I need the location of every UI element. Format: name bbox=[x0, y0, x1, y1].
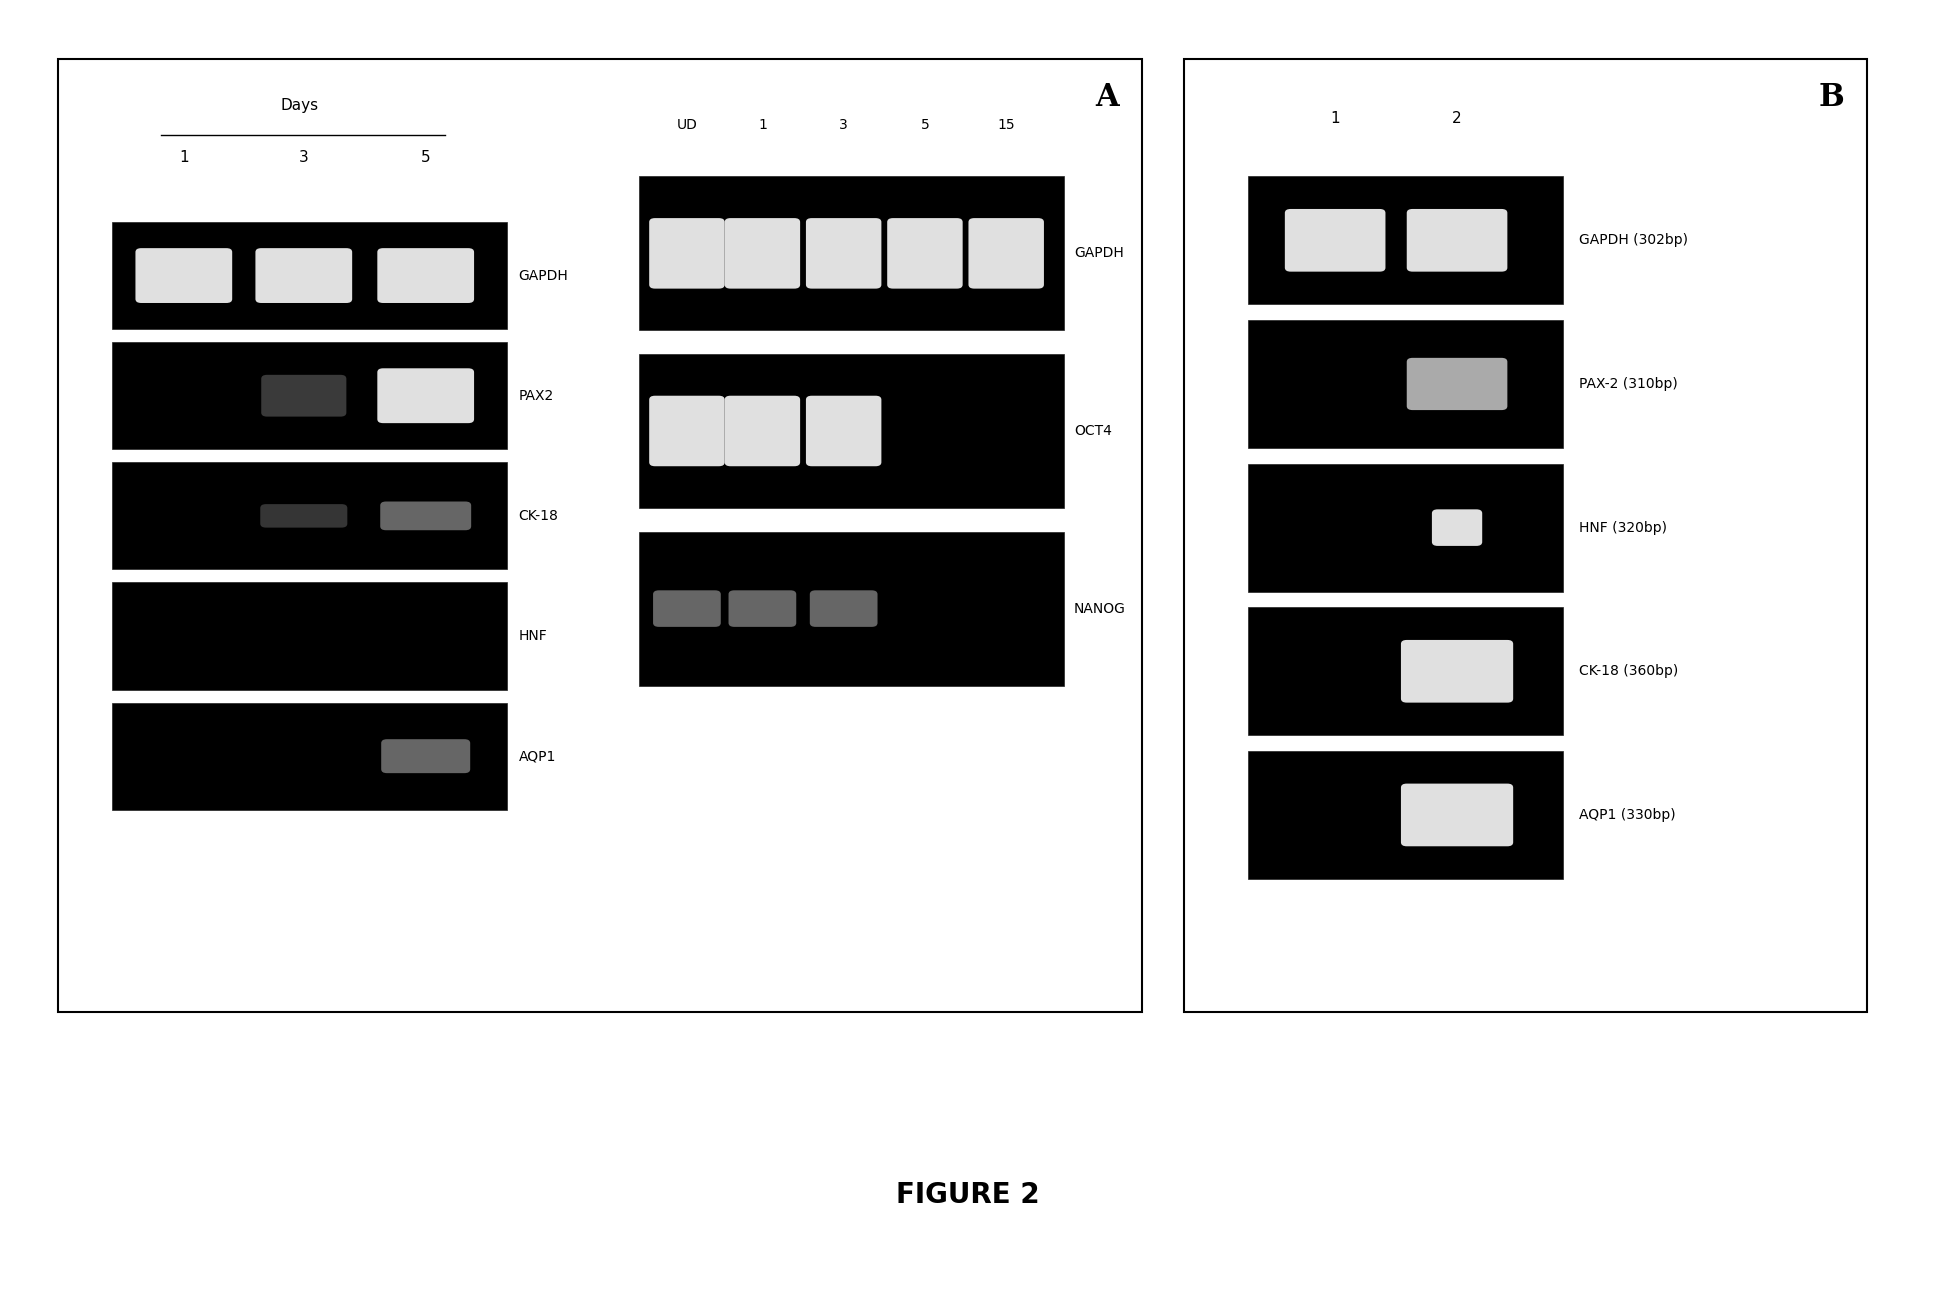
Text: AQP1 (330bp): AQP1 (330bp) bbox=[1579, 808, 1676, 821]
Text: HNF (320bp): HNF (320bp) bbox=[1579, 521, 1666, 534]
Bar bbox=[639, 532, 1064, 686]
FancyBboxPatch shape bbox=[648, 396, 724, 466]
FancyBboxPatch shape bbox=[259, 504, 348, 528]
Text: GAPDH: GAPDH bbox=[519, 269, 569, 282]
Text: GAPDH (302bp): GAPDH (302bp) bbox=[1579, 234, 1687, 247]
Text: 5: 5 bbox=[422, 150, 430, 165]
FancyBboxPatch shape bbox=[1407, 358, 1507, 410]
FancyBboxPatch shape bbox=[381, 502, 472, 530]
Bar bbox=[1248, 464, 1563, 592]
Text: FIGURE 2: FIGURE 2 bbox=[896, 1181, 1039, 1209]
FancyBboxPatch shape bbox=[1401, 640, 1513, 703]
FancyBboxPatch shape bbox=[886, 218, 964, 289]
FancyBboxPatch shape bbox=[381, 739, 470, 773]
Bar bbox=[112, 582, 507, 690]
Text: B: B bbox=[1819, 82, 1844, 114]
FancyBboxPatch shape bbox=[726, 396, 801, 466]
Text: CK-18: CK-18 bbox=[519, 509, 559, 522]
Text: NANOG: NANOG bbox=[1074, 602, 1126, 615]
Bar bbox=[112, 703, 507, 810]
FancyBboxPatch shape bbox=[135, 248, 232, 303]
FancyBboxPatch shape bbox=[652, 590, 720, 627]
Text: 15: 15 bbox=[997, 118, 1016, 132]
Bar bbox=[639, 354, 1064, 508]
Bar bbox=[1248, 607, 1563, 735]
Text: 1: 1 bbox=[759, 118, 766, 132]
Bar bbox=[112, 222, 507, 329]
Text: Days: Days bbox=[281, 98, 319, 112]
Text: OCT4: OCT4 bbox=[1074, 424, 1113, 438]
Bar bbox=[1248, 751, 1563, 879]
Text: HNF: HNF bbox=[519, 629, 548, 643]
Bar bbox=[58, 59, 1142, 1012]
Bar bbox=[112, 462, 507, 569]
FancyBboxPatch shape bbox=[1407, 209, 1507, 272]
Text: 3: 3 bbox=[298, 150, 310, 165]
FancyBboxPatch shape bbox=[261, 375, 346, 417]
Text: 1: 1 bbox=[180, 150, 188, 165]
FancyBboxPatch shape bbox=[648, 218, 724, 289]
Bar bbox=[1248, 320, 1563, 448]
Text: 1: 1 bbox=[1331, 111, 1339, 125]
Bar bbox=[1248, 176, 1563, 304]
FancyBboxPatch shape bbox=[1401, 784, 1513, 846]
FancyBboxPatch shape bbox=[809, 590, 878, 627]
Text: GAPDH: GAPDH bbox=[1074, 247, 1124, 260]
Text: UD: UD bbox=[677, 118, 697, 132]
FancyBboxPatch shape bbox=[969, 218, 1045, 289]
Text: 5: 5 bbox=[921, 118, 929, 132]
FancyBboxPatch shape bbox=[377, 368, 474, 423]
FancyBboxPatch shape bbox=[1432, 509, 1482, 546]
Text: A: A bbox=[1095, 82, 1118, 114]
FancyBboxPatch shape bbox=[728, 590, 797, 627]
FancyBboxPatch shape bbox=[726, 218, 801, 289]
Bar bbox=[639, 176, 1064, 330]
Text: PAX-2 (310bp): PAX-2 (310bp) bbox=[1579, 377, 1678, 390]
Text: 2: 2 bbox=[1453, 111, 1461, 125]
FancyBboxPatch shape bbox=[377, 248, 474, 303]
Text: PAX2: PAX2 bbox=[519, 389, 553, 402]
Text: CK-18 (360bp): CK-18 (360bp) bbox=[1579, 665, 1678, 678]
FancyBboxPatch shape bbox=[1285, 209, 1385, 272]
Text: AQP1: AQP1 bbox=[519, 750, 555, 763]
Bar bbox=[112, 342, 507, 449]
FancyBboxPatch shape bbox=[805, 396, 880, 466]
Text: 3: 3 bbox=[840, 118, 848, 132]
FancyBboxPatch shape bbox=[255, 248, 352, 303]
Bar bbox=[1184, 59, 1867, 1012]
FancyBboxPatch shape bbox=[805, 218, 880, 289]
